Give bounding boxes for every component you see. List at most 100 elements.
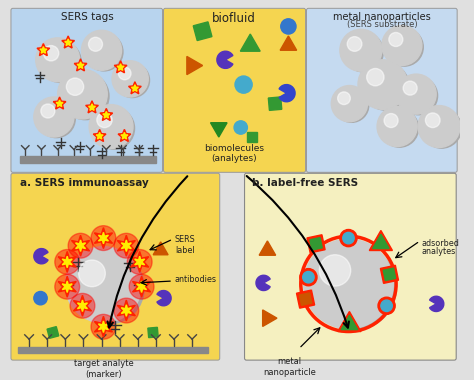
Polygon shape [64,39,72,46]
Text: b. label-free SERS: b. label-free SERS [252,178,358,188]
Polygon shape [75,240,85,252]
Polygon shape [128,82,141,94]
Text: biofluid: biofluid [212,12,256,25]
Polygon shape [47,327,59,338]
Polygon shape [96,132,103,139]
Circle shape [58,69,107,119]
Polygon shape [137,281,146,293]
Circle shape [358,60,408,109]
Polygon shape [118,130,131,141]
Circle shape [422,108,462,148]
Circle shape [97,112,112,128]
Circle shape [347,36,362,51]
Text: target analyte
(marker): target analyte (marker) [73,359,133,378]
FancyBboxPatch shape [11,173,220,360]
Circle shape [319,255,351,286]
Text: antibodies: antibodies [175,275,217,283]
Circle shape [114,298,139,323]
FancyBboxPatch shape [164,8,306,172]
Circle shape [403,81,417,95]
Circle shape [34,97,74,137]
Bar [18,347,208,353]
Polygon shape [131,85,138,91]
Polygon shape [77,62,84,68]
Polygon shape [280,36,297,50]
Circle shape [129,274,154,299]
Wedge shape [429,296,444,312]
Polygon shape [263,310,277,326]
Polygon shape [148,327,158,338]
Polygon shape [62,36,74,48]
Polygon shape [300,293,312,305]
Circle shape [281,19,296,34]
Circle shape [378,297,395,314]
Polygon shape [121,240,131,252]
Polygon shape [310,238,322,250]
Polygon shape [103,111,110,118]
Circle shape [400,77,438,115]
Circle shape [377,106,417,147]
Wedge shape [256,275,270,291]
Polygon shape [369,230,392,250]
Polygon shape [268,97,282,110]
Wedge shape [279,85,295,102]
Circle shape [66,78,84,95]
Circle shape [85,33,123,71]
Circle shape [79,260,105,287]
Polygon shape [130,252,149,272]
Polygon shape [121,305,131,316]
Circle shape [362,63,410,110]
Circle shape [115,63,149,98]
Circle shape [235,76,252,93]
Polygon shape [93,130,106,141]
Circle shape [91,226,116,250]
Circle shape [396,74,436,114]
Circle shape [93,108,135,149]
Circle shape [331,86,367,122]
Polygon shape [117,300,136,321]
Polygon shape [117,64,124,70]
Circle shape [381,300,392,312]
Polygon shape [100,108,113,120]
Circle shape [37,100,75,138]
Polygon shape [73,295,91,316]
Circle shape [34,291,47,305]
Text: SERS tags: SERS tags [61,12,114,22]
Circle shape [340,29,382,71]
Circle shape [91,314,116,339]
Polygon shape [114,61,127,73]
Polygon shape [37,44,50,56]
Text: metal nanoparticles: metal nanoparticles [333,12,431,22]
Circle shape [384,114,398,128]
Polygon shape [187,57,202,74]
Text: SERS
label: SERS label [175,235,196,255]
Circle shape [89,37,102,51]
Polygon shape [259,241,276,255]
Polygon shape [135,256,145,268]
Circle shape [334,88,369,122]
Circle shape [82,30,121,70]
Circle shape [304,239,393,329]
Polygon shape [86,101,98,113]
Polygon shape [72,235,90,256]
Circle shape [68,233,93,258]
FancyBboxPatch shape [245,173,456,360]
Circle shape [389,33,403,46]
Polygon shape [94,228,112,249]
Polygon shape [74,59,87,71]
Polygon shape [307,235,325,253]
Bar [19,156,156,163]
Circle shape [340,230,357,247]
Circle shape [344,32,383,72]
Circle shape [39,41,81,82]
Polygon shape [56,100,63,107]
Circle shape [72,252,144,324]
Circle shape [367,68,384,86]
Polygon shape [240,34,260,51]
Wedge shape [157,291,171,306]
Circle shape [114,233,139,258]
Polygon shape [341,315,358,329]
Polygon shape [373,234,389,249]
Polygon shape [62,256,72,268]
Circle shape [381,109,419,147]
